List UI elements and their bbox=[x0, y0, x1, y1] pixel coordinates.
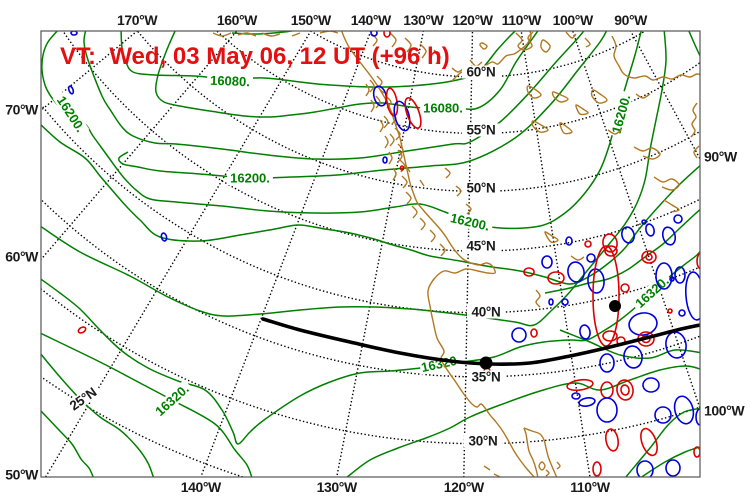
svg-text:120°W: 120°W bbox=[452, 12, 493, 28]
svg-text:110°W: 110°W bbox=[570, 479, 611, 495]
svg-text:170°W: 170°W bbox=[117, 12, 158, 28]
svg-text:120°W: 120°W bbox=[444, 479, 485, 495]
svg-text:100°W: 100°W bbox=[553, 12, 594, 28]
svg-text:16080.: 16080. bbox=[210, 73, 250, 89]
svg-text:130°W: 130°W bbox=[403, 12, 444, 28]
svg-text:90°W: 90°W bbox=[704, 149, 738, 165]
svg-text:140°W: 140°W bbox=[181, 479, 222, 495]
svg-text:160°W: 160°W bbox=[217, 12, 258, 28]
svg-text:55°N: 55°N bbox=[467, 123, 496, 138]
svg-text:16200.: 16200. bbox=[230, 171, 270, 186]
svg-text:45°N: 45°N bbox=[467, 239, 496, 254]
svg-text:30°N: 30°N bbox=[469, 434, 498, 449]
svg-text:50°W: 50°W bbox=[5, 467, 39, 483]
svg-text:50°N: 50°N bbox=[467, 181, 496, 196]
svg-text:16080.: 16080. bbox=[423, 101, 463, 116]
svg-text:60°W: 60°W bbox=[5, 249, 39, 265]
svg-text:70°W: 70°W bbox=[5, 102, 39, 118]
svg-text:90°W: 90°W bbox=[614, 12, 648, 28]
svg-text:35°N: 35°N bbox=[472, 370, 501, 385]
svg-text:140°W: 140°W bbox=[351, 12, 392, 28]
svg-text:VT: Wed, 03 May 06, 12 UT (+9: VT: Wed, 03 May 06, 12 UT (+96 h) bbox=[60, 43, 450, 70]
svg-text:150°W: 150°W bbox=[291, 12, 332, 28]
svg-text:110°W: 110°W bbox=[502, 12, 543, 28]
svg-text:130°W: 130°W bbox=[317, 479, 358, 495]
svg-text:100°W: 100°W bbox=[704, 403, 745, 419]
svg-text:60°N: 60°N bbox=[467, 65, 496, 80]
svg-text:40°N: 40°N bbox=[472, 305, 501, 320]
